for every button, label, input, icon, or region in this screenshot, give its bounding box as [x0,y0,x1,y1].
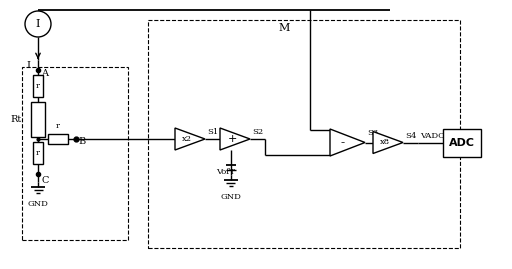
Text: VADC: VADC [420,132,444,140]
Text: x8: x8 [380,139,390,147]
Bar [148,20,460,248]
Text: VofT: VofT [217,168,236,176]
Text: A: A [41,69,48,78]
Text: S1: S1 [207,128,218,136]
Text: B: B [78,137,86,146]
Bar [22,67,128,240]
Text: GND: GND [28,200,49,208]
Bar [33,142,43,164]
Text: r: r [56,122,60,130]
Text: Rt: Rt [11,115,22,124]
Text: C: C [41,176,48,185]
Polygon shape [330,129,365,156]
Text: I: I [36,19,40,29]
Text: I: I [26,61,30,69]
Bar [48,134,68,144]
Bar [31,102,45,137]
Bar [443,129,481,157]
Text: S3: S3 [367,129,378,137]
Text: ADC: ADC [449,137,475,147]
Circle shape [25,11,51,37]
Text: S2: S2 [252,128,263,136]
Polygon shape [373,132,403,154]
Polygon shape [175,128,205,150]
Polygon shape [220,128,250,150]
Text: +: + [227,134,237,144]
Text: x2: x2 [182,135,192,143]
Text: M: M [279,23,290,33]
Text: GND: GND [220,193,241,201]
Text: S4: S4 [405,132,416,140]
Bar [33,75,43,97]
Text: r: r [36,82,40,90]
Text: -: - [340,136,344,149]
Text: r: r [36,149,40,157]
